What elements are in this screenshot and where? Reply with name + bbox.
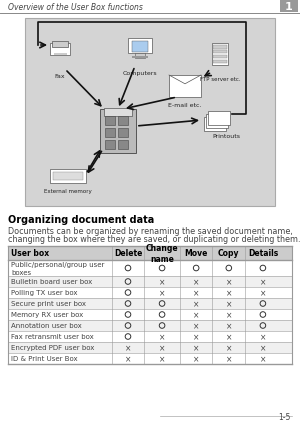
Bar xyxy=(212,44,228,66)
Bar xyxy=(132,42,148,52)
Bar xyxy=(50,170,86,184)
Text: Overview of the User Box functions: Overview of the User Box functions xyxy=(8,3,143,12)
Text: Organizing document data: Organizing document data xyxy=(8,215,154,225)
Text: 1: 1 xyxy=(285,2,293,12)
Text: Public/personal/group user
boxes: Public/personal/group user boxes xyxy=(11,262,104,275)
Text: ×: × xyxy=(226,310,232,319)
Bar xyxy=(8,309,292,320)
Text: External memory: External memory xyxy=(44,189,92,193)
Bar xyxy=(8,298,292,309)
Bar xyxy=(213,56,226,59)
Bar xyxy=(0,0,300,14)
Bar xyxy=(105,129,115,138)
Bar xyxy=(100,110,136,154)
Bar xyxy=(8,287,292,298)
Text: Encrypted PDF user box: Encrypted PDF user box xyxy=(11,345,94,351)
Text: ×: × xyxy=(193,277,199,286)
Text: ×: × xyxy=(226,321,232,330)
Bar xyxy=(8,353,292,364)
Text: ×: × xyxy=(193,332,199,341)
Text: ×: × xyxy=(260,288,266,297)
Text: 1-5: 1-5 xyxy=(279,412,291,421)
Text: ×: × xyxy=(159,288,165,297)
Bar xyxy=(105,141,115,150)
Text: ×: × xyxy=(125,354,131,363)
Text: ×: × xyxy=(226,277,232,286)
Text: Details: Details xyxy=(248,249,278,258)
Bar xyxy=(8,260,292,276)
Text: Documents can be organized by renaming the saved document name,: Documents can be organized by renaming t… xyxy=(8,227,293,236)
Text: Fax retransmit user box: Fax retransmit user box xyxy=(11,334,94,340)
Bar xyxy=(118,141,128,150)
Text: Printouts: Printouts xyxy=(212,134,240,139)
Text: ×: × xyxy=(260,332,266,341)
Bar xyxy=(128,39,152,54)
Text: ×: × xyxy=(125,343,131,352)
Text: changing the box where they are saved, or duplicating or deleting them.: changing the box where they are saved, o… xyxy=(8,234,300,243)
Bar xyxy=(53,54,67,56)
Text: ×: × xyxy=(226,354,232,363)
Text: ×: × xyxy=(260,277,266,286)
Text: ×: × xyxy=(159,277,165,286)
Text: Bulletin board user box: Bulletin board user box xyxy=(11,279,92,285)
Text: Copy: Copy xyxy=(218,249,240,258)
Text: Annotation user box: Annotation user box xyxy=(11,323,82,329)
Bar xyxy=(213,61,226,64)
Text: ×: × xyxy=(159,354,165,363)
Text: ID & Print User Box: ID & Print User Box xyxy=(11,356,78,362)
Text: ×: × xyxy=(226,288,232,297)
Bar xyxy=(8,320,292,331)
Bar xyxy=(52,41,68,48)
Bar xyxy=(104,109,132,117)
Text: Computers: Computers xyxy=(123,71,157,76)
Bar xyxy=(8,246,292,260)
Text: ×: × xyxy=(159,332,165,341)
Bar xyxy=(50,44,70,56)
Text: ×: × xyxy=(226,332,232,341)
Text: ×: × xyxy=(159,343,165,352)
Bar xyxy=(208,112,230,126)
Text: E-mail etc.: E-mail etc. xyxy=(168,103,202,108)
Text: Change
name: Change name xyxy=(146,244,178,263)
Bar xyxy=(169,76,201,98)
Bar xyxy=(118,117,128,126)
Text: ×: × xyxy=(193,310,199,319)
Bar xyxy=(132,57,148,58)
Text: Polling TX user box: Polling TX user box xyxy=(11,290,77,296)
Bar xyxy=(105,117,115,126)
Bar xyxy=(25,19,275,207)
Bar xyxy=(8,342,292,353)
Bar xyxy=(135,54,145,58)
Bar xyxy=(118,129,128,138)
Bar xyxy=(213,51,226,55)
Text: Memory RX user box: Memory RX user box xyxy=(11,312,83,318)
Text: Move: Move xyxy=(184,249,208,258)
Bar xyxy=(8,276,292,287)
Text: ×: × xyxy=(193,354,199,363)
Bar xyxy=(280,1,298,13)
Text: ×: × xyxy=(260,343,266,352)
Text: ×: × xyxy=(260,354,266,363)
Bar xyxy=(204,118,226,132)
Text: User box: User box xyxy=(11,249,49,258)
Text: Secure print user box: Secure print user box xyxy=(11,301,86,307)
Text: ×: × xyxy=(193,321,199,330)
Text: ×: × xyxy=(226,299,232,308)
Bar xyxy=(206,115,228,129)
Text: FTP server etc.: FTP server etc. xyxy=(200,77,240,82)
Text: Fax: Fax xyxy=(55,74,65,79)
Text: ×: × xyxy=(226,343,232,352)
Bar xyxy=(213,46,226,49)
Bar xyxy=(53,173,83,181)
Text: ×: × xyxy=(193,299,199,308)
Text: ×: × xyxy=(193,288,199,297)
Text: ×: × xyxy=(193,343,199,352)
Text: Delete: Delete xyxy=(114,249,142,258)
Bar xyxy=(8,331,292,342)
